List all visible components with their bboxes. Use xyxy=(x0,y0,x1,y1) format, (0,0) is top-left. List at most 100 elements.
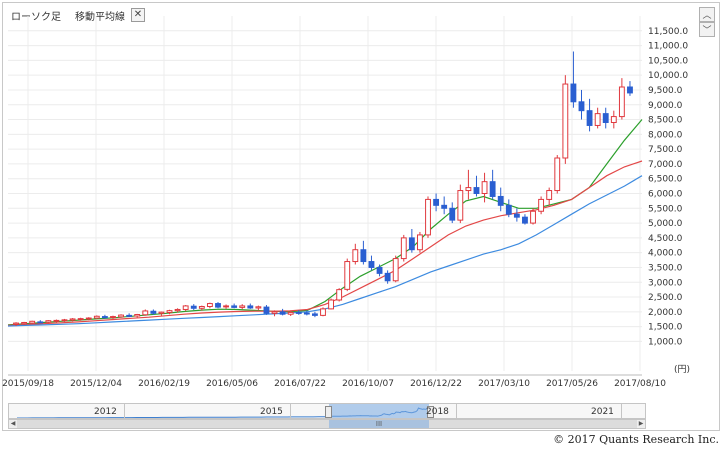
navigator-tick xyxy=(621,404,622,418)
y-tick-label: 2,000.0 xyxy=(648,308,683,318)
candle-up xyxy=(465,187,472,192)
candle-up xyxy=(287,311,294,315)
navigator-year-label: 2012 xyxy=(94,407,117,417)
candle-up xyxy=(118,314,124,318)
navigator-tick xyxy=(456,404,457,418)
chart-tabs: ローソク足 移動平均線 ✕ xyxy=(11,7,145,23)
copyright: © 2017 Quants Research Inc. xyxy=(553,433,719,446)
navigator-selection[interactable] xyxy=(329,404,429,418)
scroll-left-icon[interactable]: ◀ xyxy=(9,420,17,428)
range-navigator[interactable]: 2012 2015 2018 2021 xyxy=(8,403,646,419)
candle-down xyxy=(408,237,415,251)
candle-up xyxy=(69,318,76,321)
chart-frame: ローソク足 移動平均線 ✕ ︿ ﹀ xyxy=(2,2,720,431)
candle-down xyxy=(126,314,133,317)
candles xyxy=(13,51,633,327)
x-tick-label: 2017/08/10 xyxy=(614,379,666,389)
y-tick-label: 4,500.0 xyxy=(648,234,683,244)
candle-up xyxy=(352,249,359,263)
candle-down xyxy=(433,198,440,206)
candle-down xyxy=(295,311,302,314)
x-tick-label: 2017/03/10 xyxy=(478,379,530,389)
candle-up xyxy=(182,305,189,310)
y-tick-label: 11,000.0 xyxy=(648,42,688,52)
candle-up xyxy=(61,319,68,322)
y-axis: 1,000.0 1,500.0 2,000.0 2,500.0 3,000.0 3,500… xyxy=(648,27,690,375)
x-tick-label: 2016/10/07 xyxy=(342,379,394,389)
x-tick-label: 2016/02/19 xyxy=(138,379,190,389)
candle-down xyxy=(384,272,391,282)
y-tick-label: 2,500.0 xyxy=(648,293,683,303)
expand-down-icon[interactable]: ﹀ xyxy=(699,22,715,37)
candle-up xyxy=(166,310,173,313)
navigator-tick xyxy=(124,404,125,418)
candle-up xyxy=(142,310,149,316)
candle-down xyxy=(101,316,108,319)
candle-down xyxy=(215,303,221,308)
candle-up xyxy=(457,190,464,221)
y-tick-label: 9,500.0 xyxy=(648,86,683,96)
candle-down xyxy=(522,216,528,224)
candle-up xyxy=(13,322,19,325)
y-axis-unit: (円) xyxy=(674,364,690,375)
navigator-left-handle[interactable] xyxy=(325,406,332,418)
candle-down xyxy=(578,101,585,112)
navigator-tick xyxy=(290,404,291,418)
y-tick-label: 11,500.0 xyxy=(648,27,688,37)
candle-up xyxy=(29,320,36,324)
candle-up xyxy=(336,289,343,301)
candle-down xyxy=(449,207,456,221)
candle-down xyxy=(303,312,310,315)
candle-down xyxy=(570,83,577,103)
x-tick-label: 2016/12/22 xyxy=(410,379,462,389)
y-tick-label: 8,500.0 xyxy=(648,116,683,126)
candle-up xyxy=(392,258,399,282)
y-tick-label: 4,000.0 xyxy=(648,249,683,259)
candle-down xyxy=(311,313,318,316)
candle-up xyxy=(546,190,553,200)
candle-up xyxy=(21,321,28,325)
navigator-year-label: 2018 xyxy=(426,407,449,417)
candle-up xyxy=(158,311,165,314)
candle-up xyxy=(110,316,116,319)
candle-up xyxy=(93,315,100,319)
scroll-right-icon[interactable]: ▶ xyxy=(637,420,645,428)
y-tick-label: 7,000.0 xyxy=(648,160,683,170)
candle-up xyxy=(223,305,229,308)
candle-up xyxy=(45,320,52,323)
y-tick-label: 3,500.0 xyxy=(648,263,683,273)
candle-down xyxy=(37,321,44,324)
x-tick-label: 2017/05/26 xyxy=(546,379,598,389)
tab-candlestick[interactable]: ローソク足 xyxy=(11,11,61,23)
candle-up xyxy=(85,317,92,320)
candle-up xyxy=(538,198,545,212)
candle-up xyxy=(271,311,278,314)
y-tick-label: 6,500.0 xyxy=(648,175,683,185)
navigator-right-handle[interactable] xyxy=(427,406,434,418)
candle-up xyxy=(400,237,407,260)
candle-up xyxy=(53,319,60,322)
candle-up xyxy=(77,318,84,321)
candle-up xyxy=(174,308,181,312)
scrollbar-thumb[interactable]: III xyxy=(329,420,429,428)
candle-up xyxy=(198,306,205,309)
candle-up xyxy=(594,113,601,126)
candle-down xyxy=(602,113,609,123)
y-tick-label: 3,000.0 xyxy=(648,278,683,288)
candle-up xyxy=(134,313,141,317)
y-tick-label: 10,500.0 xyxy=(648,56,688,66)
x-tick-label: 2016/05/06 xyxy=(206,379,258,389)
candle-up xyxy=(320,308,326,316)
close-icon[interactable]: ✕ xyxy=(131,8,145,22)
candle-up xyxy=(417,234,423,251)
collapse-up-icon[interactable]: ︿ xyxy=(699,7,715,22)
candle-down xyxy=(586,110,593,126)
candle-up xyxy=(206,303,213,308)
candle-down xyxy=(368,261,375,268)
ma_short-line xyxy=(7,119,643,326)
candle-up xyxy=(344,261,351,290)
navigator-scrollbar[interactable]: ◀ III ▶ xyxy=(8,419,646,429)
candle-up xyxy=(610,116,617,124)
y-tick-label: 7,500.0 xyxy=(648,145,683,155)
tab-moving-average[interactable]: 移動平均線 xyxy=(75,11,125,23)
